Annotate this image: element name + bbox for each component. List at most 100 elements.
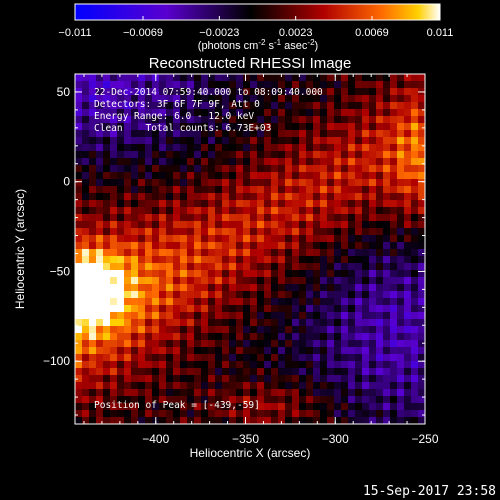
heatmap-cell [376, 277, 384, 285]
heatmap-cell [334, 298, 342, 306]
heatmap-cell [201, 95, 209, 103]
heatmap-cell [117, 368, 125, 376]
heatmap-cell [110, 151, 118, 159]
heatmap-cell [110, 193, 118, 201]
heatmap-cell [397, 130, 405, 138]
heatmap-cell [243, 312, 251, 320]
heatmap-cell [383, 340, 391, 348]
heatmap-cell [117, 403, 125, 411]
heatmap-cell [159, 382, 167, 390]
heatmap-cell [313, 354, 321, 362]
heatmap-cell [96, 200, 104, 208]
heatmap-cell [250, 305, 258, 313]
heatmap-cell [285, 109, 293, 117]
heatmap-cell [313, 172, 321, 180]
heatmap-cell [348, 375, 356, 383]
heatmap-cell [411, 200, 419, 208]
heatmap-cell [208, 291, 216, 299]
heatmap-cell [110, 354, 118, 362]
heatmap-cell [215, 284, 223, 292]
heatmap-cell [334, 151, 342, 159]
heatmap-cell [166, 298, 174, 306]
heatmap-cell [173, 375, 181, 383]
heatmap-cell [110, 298, 118, 306]
heatmap-cell [320, 375, 328, 383]
heatmap-cell [250, 102, 258, 110]
heatmap-cell [208, 361, 216, 369]
heatmap-cell [320, 326, 328, 334]
heatmap-cell [397, 74, 405, 82]
heatmap-cell [187, 354, 195, 362]
heatmap-cell [271, 186, 279, 194]
heatmap-cell [411, 235, 419, 243]
heatmap-cell [131, 417, 139, 424]
heatmap-cell [292, 368, 300, 376]
heatmap-cell [313, 186, 321, 194]
heatmap-cell [215, 403, 223, 411]
heatmap-cell [306, 333, 314, 341]
heatmap-cell [320, 186, 328, 194]
heatmap-cell [355, 95, 363, 103]
heatmap-cell [264, 179, 272, 187]
heatmap-cell [103, 102, 111, 110]
heatmap-cell [362, 375, 370, 383]
heatmap-cell [187, 228, 195, 236]
heatmap-cell [355, 291, 363, 299]
heatmap-cell [327, 88, 335, 96]
heatmap-cell [201, 417, 209, 424]
heatmap-cell [159, 263, 167, 271]
heatmap-cell [376, 410, 384, 418]
heatmap-cell [110, 347, 118, 355]
heatmap-cell [257, 74, 265, 82]
heatmap-cell [222, 403, 230, 411]
heatmap-cell [404, 235, 412, 243]
heatmap-cell [285, 116, 293, 124]
heatmap-cell [159, 214, 167, 222]
heatmap-cell [208, 298, 216, 306]
heatmap-cell [411, 172, 419, 180]
heatmap-cell [117, 88, 125, 96]
heatmap-cell [327, 123, 335, 131]
heatmap-cell [103, 319, 111, 327]
heatmap-cell [236, 130, 244, 138]
heatmap-cell [236, 207, 244, 215]
y-tick-label: 0 [63, 175, 70, 189]
heatmap-cell [278, 326, 286, 334]
heatmap-cell [222, 88, 230, 96]
heatmap-cell [257, 214, 265, 222]
heatmap-cell [376, 263, 384, 271]
heatmap-cell [229, 242, 237, 250]
heatmap-cell [334, 319, 342, 327]
heatmap-cell [292, 137, 300, 145]
heatmap-cell [334, 109, 342, 117]
heatmap-cell [383, 186, 391, 194]
heatmap-cell [369, 88, 377, 96]
heatmap-cell [187, 249, 195, 257]
heatmap-cell [89, 193, 97, 201]
heatmap-cell [222, 165, 230, 173]
heatmap-cell [166, 256, 174, 264]
heatmap-cell [292, 186, 300, 194]
heatmap-cell [257, 382, 265, 390]
heatmap-cell [418, 95, 425, 103]
heatmap-cell [103, 242, 111, 250]
heatmap-cell [96, 144, 104, 152]
heatmap-cell [250, 263, 258, 271]
heatmap-cell [82, 221, 90, 229]
heatmap-cell [292, 410, 300, 418]
heatmap-cell [117, 305, 125, 313]
heatmap-cell [341, 291, 349, 299]
heatmap-cell [285, 179, 293, 187]
heatmap-cell [201, 256, 209, 264]
heatmap-cell [250, 221, 258, 229]
heatmap-cell [131, 340, 139, 348]
heatmap-cell [187, 403, 195, 411]
colorbar-tick-label: 0.011 [427, 27, 454, 39]
heatmap-cell [96, 88, 104, 96]
heatmap-cell [236, 270, 244, 278]
colorbar-tick-label: −0.011 [58, 27, 91, 39]
heatmap-cell [306, 326, 314, 334]
heatmap-cell [229, 137, 237, 145]
heatmap-cell [418, 305, 425, 313]
heatmap-cell [180, 277, 188, 285]
